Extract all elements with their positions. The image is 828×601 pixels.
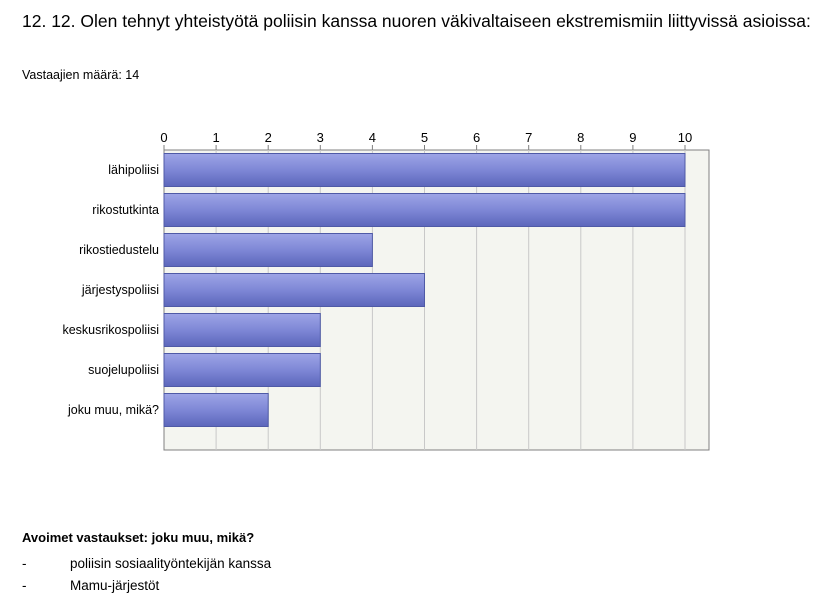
bar bbox=[163, 353, 321, 387]
tick-label: 6 bbox=[473, 130, 480, 145]
bar-chart: 0 1 2 3 4 5 6 7 8 9 10 lähipoliisi rikostutkinta rik… bbox=[62, 130, 710, 451]
open-answer-item: - poliisin sosiaalityöntekijän kanssa bbox=[22, 555, 271, 577]
bar bbox=[163, 153, 686, 187]
question-title: 12. 12. Olen tehnyt yhteistyötä poliisin… bbox=[22, 11, 811, 31]
bar bbox=[163, 313, 321, 347]
list-bullet: - bbox=[22, 578, 27, 593]
category-label: järjestyspoliisi bbox=[81, 283, 159, 297]
tick-label: 10 bbox=[678, 130, 692, 145]
category-label: suojelupoliisi bbox=[88, 363, 159, 377]
tick-label: 3 bbox=[317, 130, 324, 145]
tick-label: 8 bbox=[577, 130, 584, 145]
open-answer-item: - Mamu-järjestöt bbox=[22, 577, 271, 599]
category-label: joku muu, mikä? bbox=[67, 403, 159, 417]
tick-label: 9 bbox=[629, 130, 636, 145]
x-axis-ticks: 0 1 2 3 4 5 6 7 8 9 10 bbox=[160, 130, 692, 150]
open-answers-list: - poliisin sosiaalityöntekijän kanssa - Mam… bbox=[22, 555, 271, 599]
list-bullet: - bbox=[22, 556, 27, 571]
bar bbox=[163, 233, 373, 267]
tick-label: 0 bbox=[160, 130, 167, 145]
tick-label: 2 bbox=[265, 130, 272, 145]
tick-label: 5 bbox=[421, 130, 428, 145]
category-label: keskusrikospoliisi bbox=[62, 323, 159, 337]
bar bbox=[163, 273, 425, 307]
open-answer-text: poliisin sosiaalityöntekijän kanssa bbox=[70, 556, 272, 571]
category-label: rikostutkinta bbox=[92, 203, 159, 217]
category-label: rikostiedustelu bbox=[79, 243, 159, 257]
tick-label: 4 bbox=[369, 130, 376, 145]
tick-label: 1 bbox=[212, 130, 219, 145]
category-labels: lähipoliisi rikostutkinta rikostiedustelu j… bbox=[62, 163, 159, 417]
tick-label: 7 bbox=[525, 130, 532, 145]
open-answers-title: Avoimet vastaukset: joku muu, mikä? bbox=[22, 530, 255, 545]
bars bbox=[163, 153, 686, 427]
respondent-count: Vastaajien määrä: 14 bbox=[22, 68, 140, 82]
category-label: lähipoliisi bbox=[108, 163, 159, 177]
open-answer-text: Mamu-järjestöt bbox=[70, 578, 160, 593]
bar bbox=[163, 393, 269, 427]
bar bbox=[163, 193, 686, 227]
